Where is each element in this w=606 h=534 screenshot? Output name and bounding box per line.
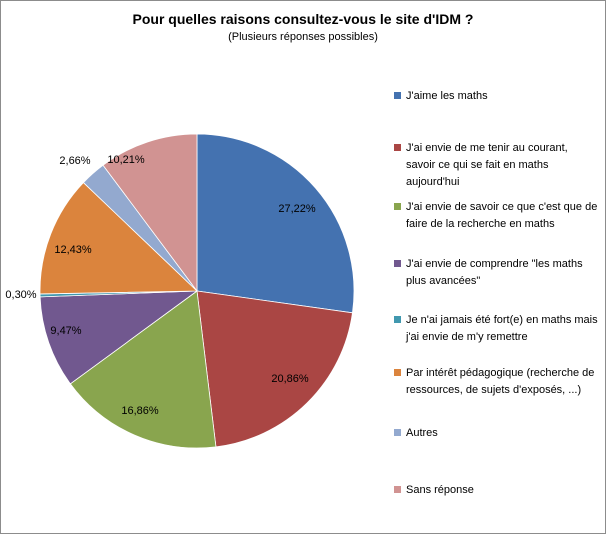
legend-item: J'aime les maths (394, 88, 599, 105)
slice-value-label: 16,86% (121, 405, 159, 417)
legend-swatch (394, 486, 401, 493)
legend-item: Je n'ai jamais été fort(e) en maths mais… (394, 312, 599, 346)
legend-label: J'ai envie de me tenir au courant, savoi… (406, 142, 568, 188)
pie-slice (102, 133, 198, 293)
legend-item: Autres (394, 425, 599, 442)
legend-label: Autres (406, 427, 438, 439)
slice-value-label: 2,66% (59, 155, 90, 167)
chart-title: Pour quelles raisons consultez-vous le s… (132, 11, 474, 27)
legend-swatch (394, 144, 401, 151)
legend-label: J'ai envie de savoir ce que c'est que de… (406, 201, 598, 230)
pie-slice (69, 290, 217, 449)
pie-slice (196, 133, 355, 314)
legend-label: Sans réponse (406, 484, 474, 496)
legend-item: Sans réponse (394, 482, 599, 499)
legend-label: J'ai envie de comprendre "les maths plus… (406, 258, 583, 287)
pie-chart: 27,22% 20,86% 16,86% 9,47% 0,30% 12,43% 2,66% 1… (5, 133, 355, 449)
slice-value-label: 10,21% (107, 154, 145, 166)
chart-subtitle: (Plusieurs réponses possibles) (228, 31, 378, 43)
slice-value-label: 9,47% (50, 325, 81, 337)
pie-slice (196, 290, 353, 448)
pie-slice (39, 290, 199, 385)
legend-swatch (394, 369, 401, 376)
legend-item: J'ai envie de savoir ce que c'est que de… (394, 199, 599, 233)
slice-value-label: 20,86% (271, 373, 309, 385)
legend-swatch (394, 316, 401, 323)
legend-item: Par intérêt pédagogique (recherche de re… (394, 365, 599, 399)
legend-label: Je n'ai jamais été fort(e) en maths mais… (406, 314, 598, 343)
slice-value-label: 12,43% (54, 244, 92, 256)
legend-label: Par intérêt pédagogique (recherche de re… (406, 367, 595, 396)
legend-swatch (394, 429, 401, 436)
legend-label: J'aime les maths (406, 90, 488, 102)
legend-item: J'ai envie de comprendre "les maths plus… (394, 256, 599, 290)
legend-item: J'ai envie de me tenir au courant, savoi… (394, 140, 599, 191)
legend-swatch (394, 260, 401, 267)
legend-swatch (394, 203, 401, 210)
slice-value-label: 27,22% (278, 203, 316, 215)
slice-value-label: 0,30% (5, 289, 36, 301)
legend: J'aime les maths J'ai envie de me tenir a… (394, 1, 604, 533)
legend-swatch (394, 92, 401, 99)
pie-slice (39, 182, 198, 295)
